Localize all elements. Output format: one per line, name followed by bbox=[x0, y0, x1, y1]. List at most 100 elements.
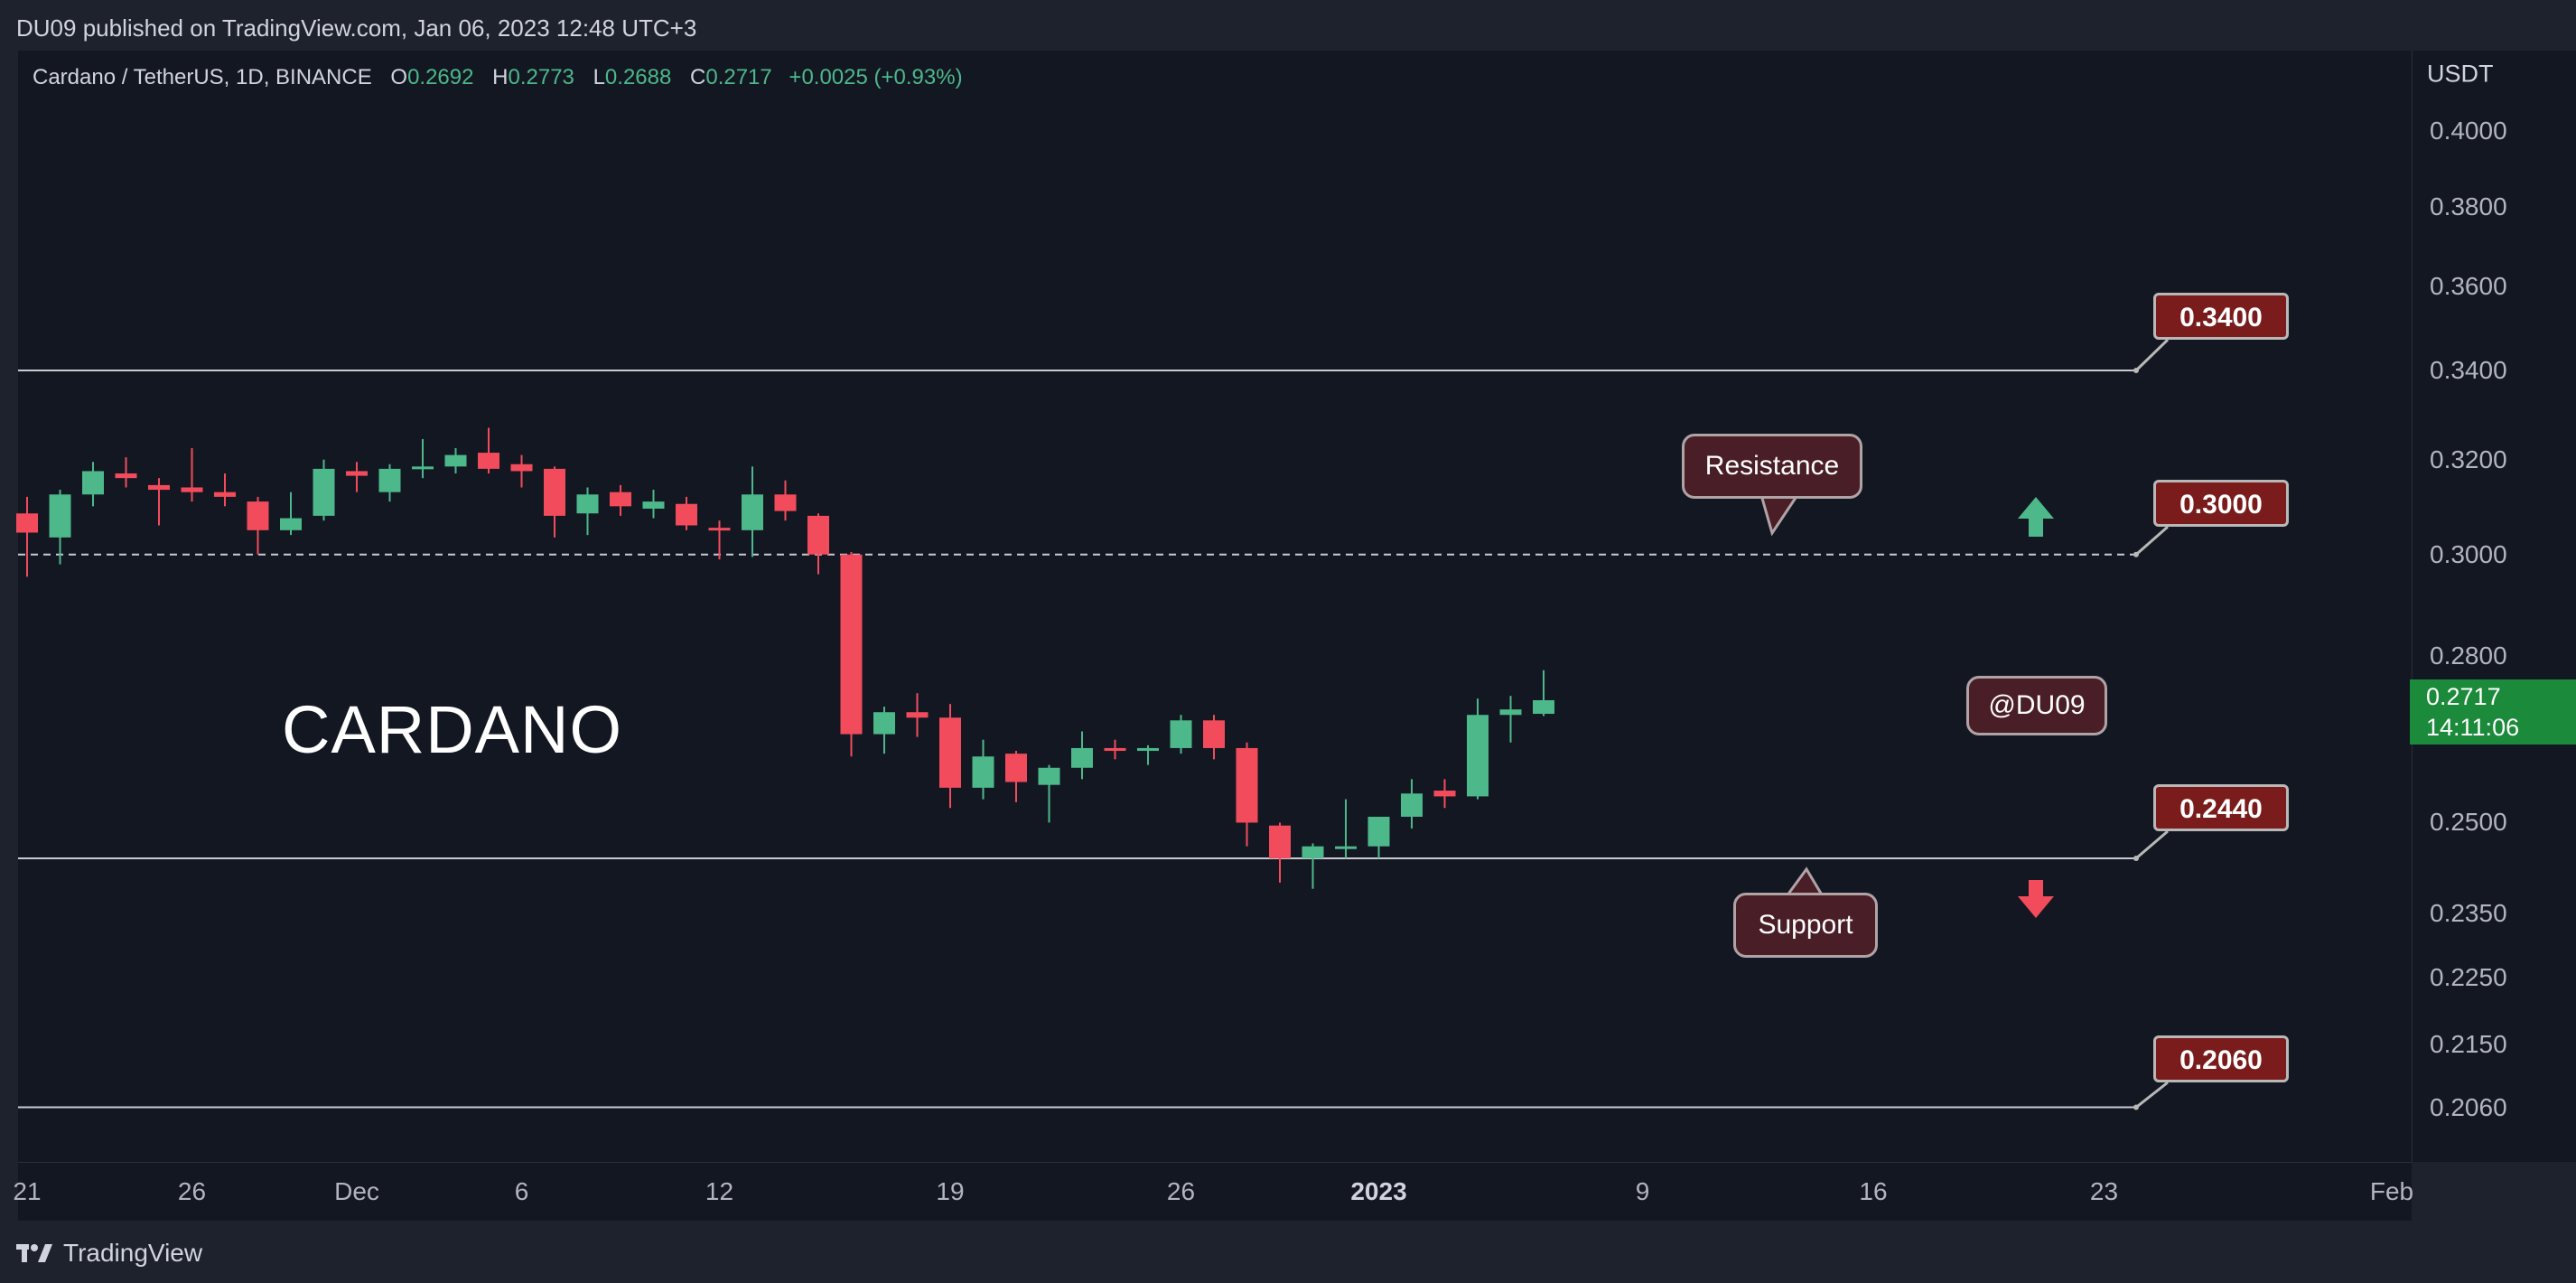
level-connector bbox=[2135, 829, 2169, 860]
y-tick-label: 0.2060 bbox=[2430, 1092, 2507, 1121]
x-tick-label: Feb bbox=[2369, 1177, 2414, 1205]
candle-body bbox=[49, 494, 71, 538]
x-tick-label: 26 bbox=[177, 1177, 207, 1205]
candle-body bbox=[412, 466, 434, 470]
chart-frame[interactable] bbox=[18, 51, 2412, 1221]
current-price: 0.2717 bbox=[2426, 683, 2501, 710]
candle-body bbox=[1236, 747, 1258, 823]
y-tick-label: 0.2150 bbox=[2430, 1029, 2507, 1058]
published-text: DU09 published on TradingView.com, Jan 0… bbox=[16, 14, 697, 42]
candle-body bbox=[972, 756, 994, 788]
close-label: C bbox=[690, 65, 706, 89]
candle-body bbox=[1302, 846, 1324, 858]
candle-body bbox=[1367, 816, 1390, 847]
x-tick-label: 6 bbox=[514, 1177, 529, 1205]
price-axis[interactable] bbox=[2412, 51, 2576, 1162]
y-tick-label: 0.3800 bbox=[2430, 192, 2507, 220]
tradingview-logo-icon bbox=[16, 1244, 52, 1262]
chart-title-text: CARDANO bbox=[282, 692, 623, 767]
candle-body bbox=[1467, 715, 1489, 797]
y-tick-label: 0.4000 bbox=[2430, 117, 2507, 145]
level-anchor-dot bbox=[2133, 551, 2139, 557]
y-unit-label: USDT bbox=[2427, 60, 2494, 88]
up-arrow-icon bbox=[2018, 497, 2054, 537]
candle-body bbox=[1269, 825, 1291, 858]
candle-body bbox=[82, 471, 104, 495]
y-tick-label: 0.2500 bbox=[2430, 808, 2507, 837]
candle-body bbox=[1005, 754, 1027, 782]
candle-body bbox=[708, 528, 731, 531]
candle-body bbox=[939, 717, 961, 788]
candle-body bbox=[873, 712, 895, 735]
candle-body bbox=[742, 494, 763, 530]
candle-body bbox=[1203, 720, 1225, 748]
symbol-name[interactable]: Cardano / TetherUS, 1D, BINANCE bbox=[33, 65, 372, 89]
level-connector bbox=[2135, 1081, 2169, 1109]
y-tick-label: 0.2350 bbox=[2430, 899, 2507, 928]
x-tick-label: 16 bbox=[1859, 1177, 1888, 1205]
candle-body bbox=[510, 464, 533, 472]
brand-name: TradingView bbox=[63, 1239, 203, 1267]
candle-body bbox=[1335, 846, 1357, 849]
candle-countdown: 14:11:06 bbox=[2426, 714, 2520, 741]
x-tick-label: Dec bbox=[334, 1177, 379, 1205]
time-axis[interactable] bbox=[18, 1162, 2412, 1222]
y-tick-label: 0.2800 bbox=[2430, 642, 2507, 670]
footer-bar: TradingView bbox=[0, 1221, 2576, 1283]
level-anchor-dot bbox=[2133, 1104, 2139, 1110]
open-label: O bbox=[390, 65, 408, 89]
low-label: L bbox=[593, 65, 605, 89]
level-anchor-dot bbox=[2133, 368, 2139, 373]
candle-body bbox=[1104, 747, 1126, 752]
candle-body bbox=[280, 518, 302, 530]
candle-body bbox=[1170, 720, 1192, 748]
level-connector bbox=[2134, 338, 2170, 372]
y-tick-label: 0.3600 bbox=[2430, 271, 2507, 300]
candle-body bbox=[346, 471, 368, 476]
change-value: +0.0025 (+0.93%) bbox=[789, 65, 963, 89]
low-value: 0.2688 bbox=[604, 65, 672, 89]
y-tick-label: 0.3000 bbox=[2430, 539, 2507, 568]
level-label-0300: 0.3000 bbox=[2153, 480, 2289, 527]
watermark-label: @DU09 bbox=[1966, 676, 2107, 735]
candle-body bbox=[214, 492, 236, 497]
resistance-pointer bbox=[1759, 493, 1800, 537]
candle-body bbox=[444, 454, 467, 467]
candle-body bbox=[16, 513, 38, 533]
candle-body bbox=[378, 468, 401, 492]
y-tick-label: 0.3200 bbox=[2430, 445, 2507, 473]
candle-body bbox=[1433, 791, 1456, 797]
candle-body bbox=[576, 494, 599, 514]
candle-body bbox=[676, 503, 697, 526]
tradingview-brand[interactable]: TradingView bbox=[16, 1239, 202, 1268]
candle-body bbox=[1137, 747, 1159, 752]
candle-body bbox=[906, 712, 929, 718]
candle-body bbox=[1499, 709, 1522, 716]
level-connector bbox=[2135, 525, 2169, 556]
candle-body bbox=[181, 487, 203, 492]
candle-body bbox=[544, 468, 565, 516]
candle-body bbox=[478, 453, 499, 469]
level-label-0244: 0.2440 bbox=[2153, 784, 2289, 831]
candle-body bbox=[807, 515, 829, 555]
level-label-0206: 0.2060 bbox=[2153, 1035, 2289, 1082]
candle-body bbox=[148, 484, 170, 491]
x-tick-label: 12 bbox=[705, 1177, 734, 1205]
candle-body bbox=[1401, 793, 1423, 817]
candle-body bbox=[115, 473, 137, 479]
x-tick-label: 2023 bbox=[1350, 1177, 1407, 1205]
candle-body bbox=[1533, 699, 1554, 715]
candle-body bbox=[840, 554, 863, 735]
x-tick-label: 23 bbox=[2089, 1177, 2119, 1205]
level-label-0340: 0.3400 bbox=[2153, 293, 2289, 340]
x-tick-label: 21 bbox=[13, 1177, 42, 1205]
close-value: 0.2717 bbox=[705, 65, 772, 89]
top-bar: DU09 published on TradingView.com, Jan 0… bbox=[0, 0, 2576, 51]
candle-body bbox=[1038, 767, 1060, 785]
candle-body bbox=[247, 501, 269, 530]
high-value: 0.2773 bbox=[508, 65, 574, 89]
candle-body bbox=[313, 468, 335, 516]
current-price-badge: 0.2717 14:11:06 bbox=[2410, 679, 2576, 745]
candle-body bbox=[774, 494, 797, 511]
